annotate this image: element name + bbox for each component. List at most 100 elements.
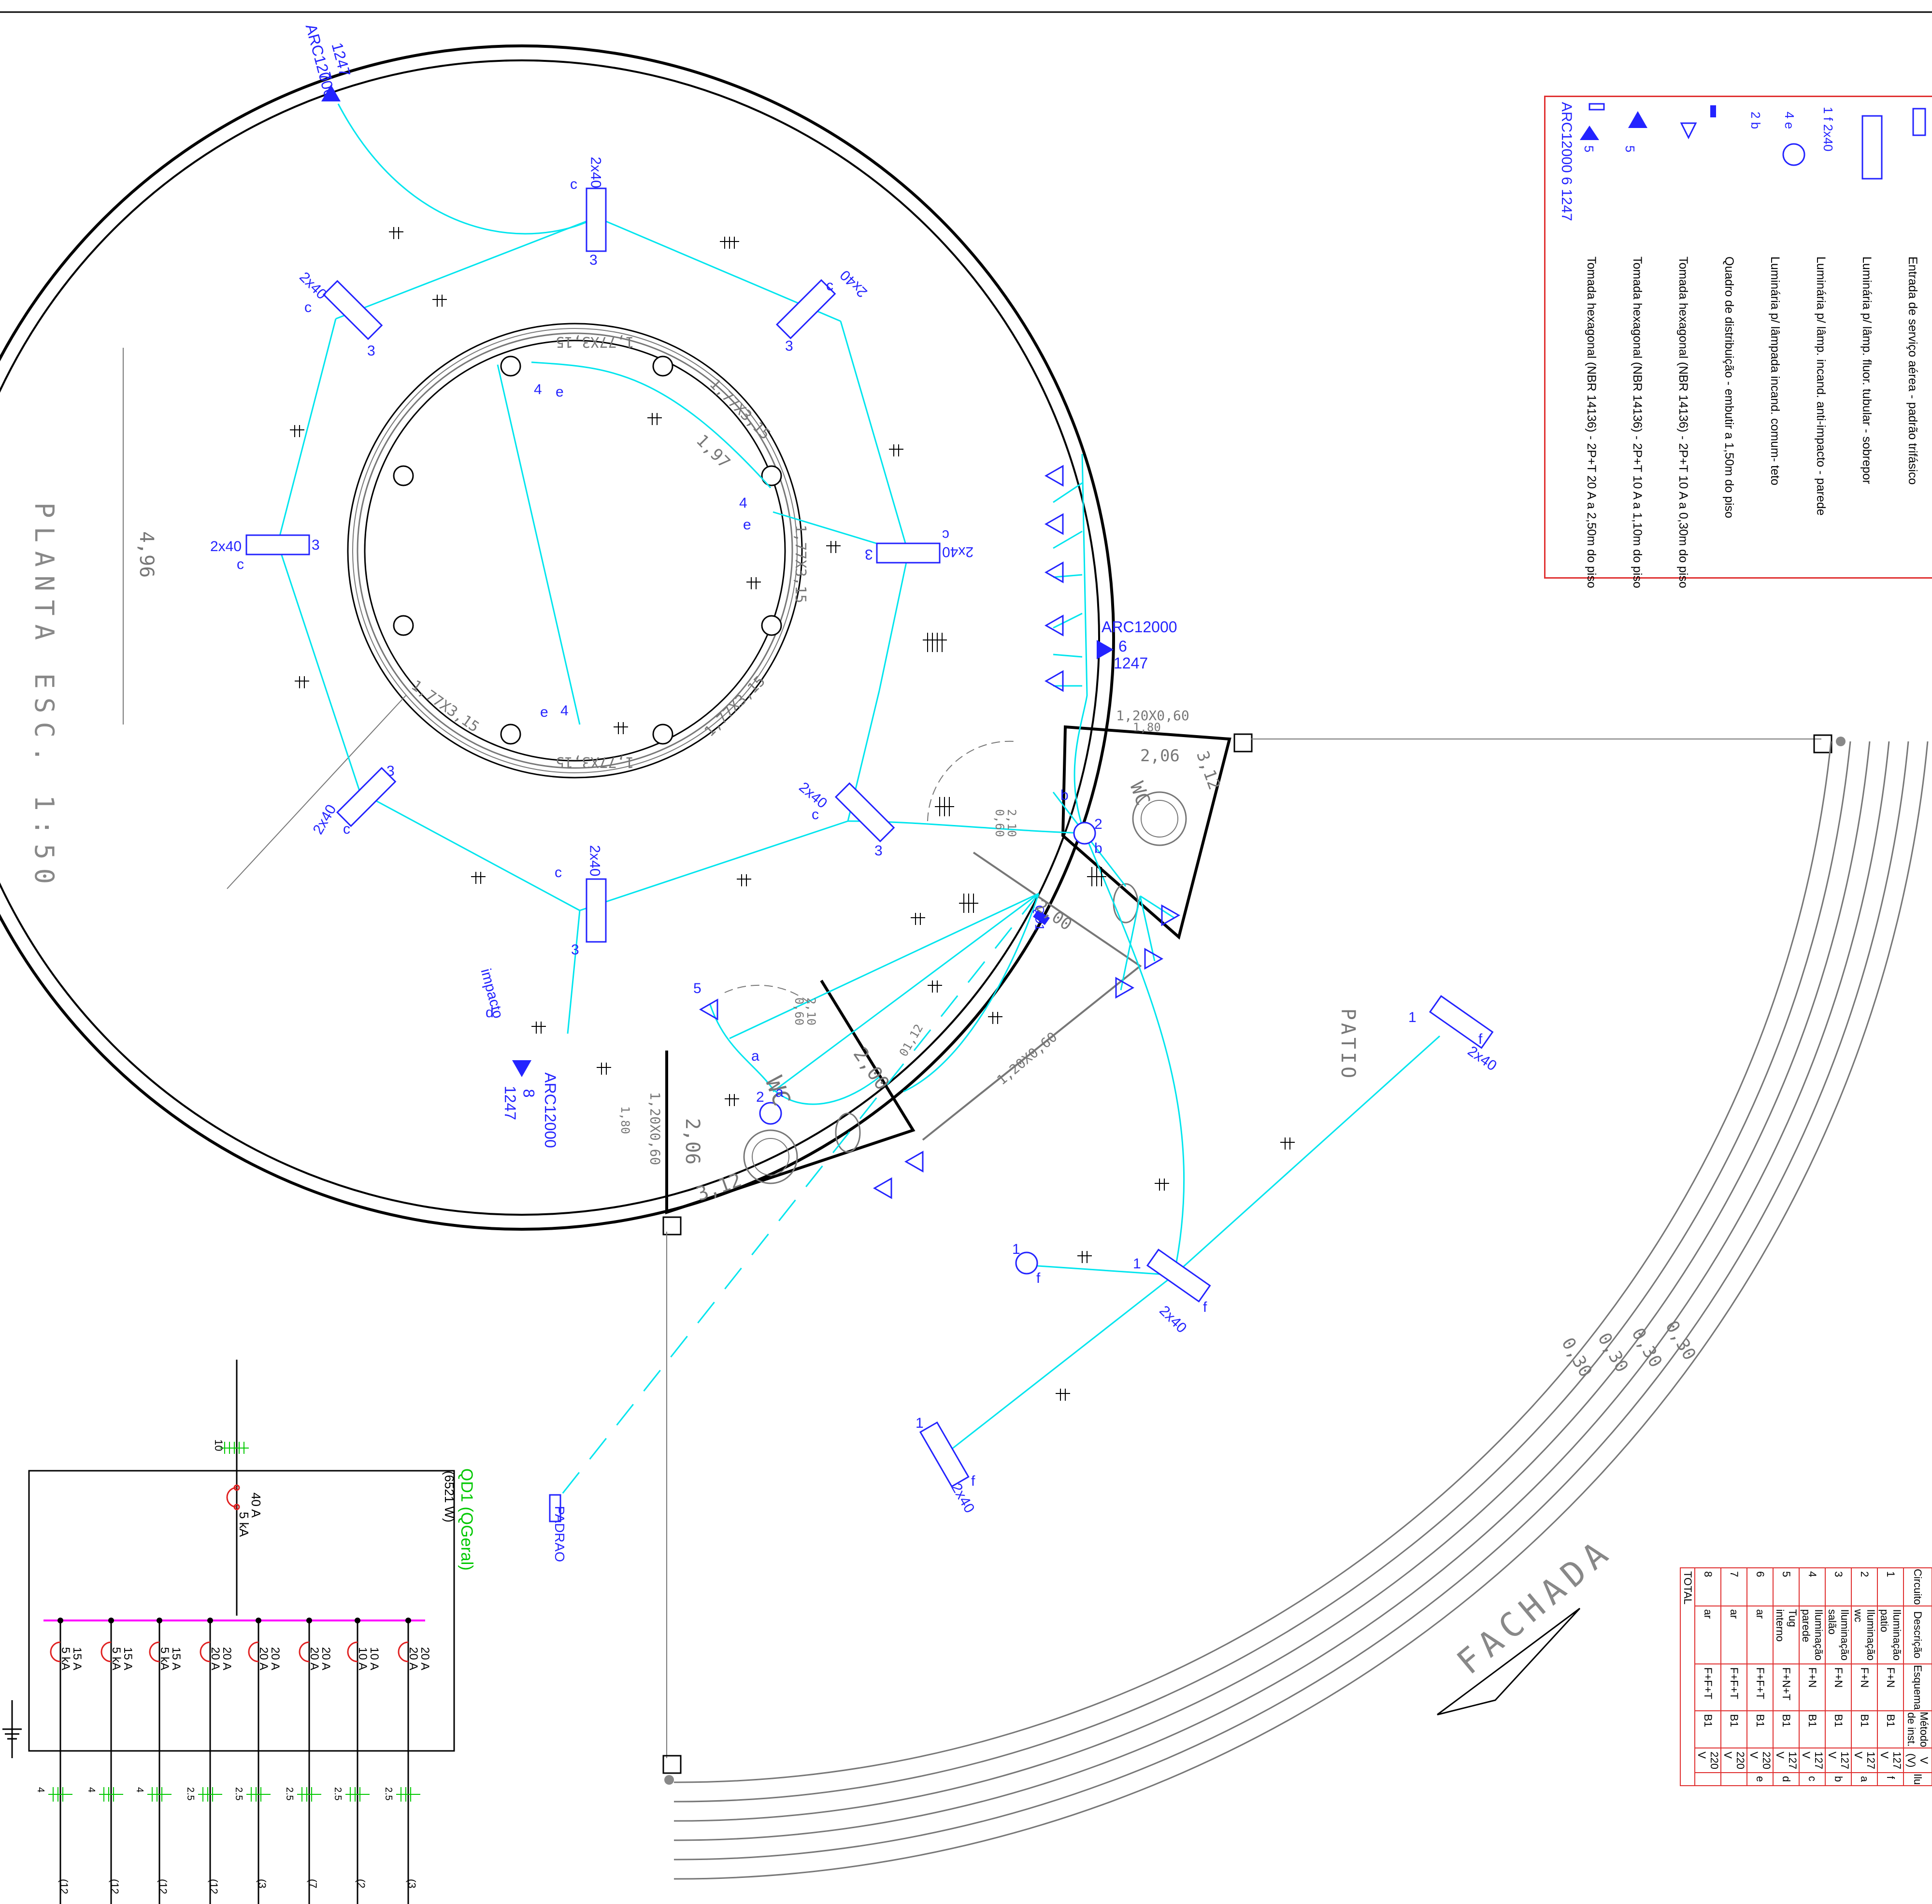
four-label: 4 <box>534 382 542 398</box>
luminaire-label: 2x40 <box>210 539 242 554</box>
cell-esquema: F+N <box>1851 1663 1877 1711</box>
dim-060a: 0,60 <box>992 809 1006 837</box>
dim-177a: 1,77X3,15 <box>556 333 634 350</box>
branch-ka: 20 A <box>308 1647 321 1671</box>
branch-wire-mark <box>198 1787 222 1802</box>
branch-code: (3 <box>256 1879 268 1889</box>
branch-section: 2.5 <box>383 1787 394 1801</box>
cell-metodo: B1 <box>1825 1710 1851 1748</box>
cell-circuito: 5 <box>1773 1568 1799 1606</box>
cell-circuito: 8 <box>1695 1568 1721 1606</box>
arc-power: 1247 <box>501 1085 519 1121</box>
branch-ka: 5 kA <box>158 1647 171 1671</box>
plan-title: PLANTA ESC. 1:50 <box>29 502 59 893</box>
cell-descricao: Tug interno <box>1773 1606 1799 1664</box>
branch-breaker <box>50 1641 61 1662</box>
panel-power: (6521 W) <box>442 1471 457 1522</box>
luminaire-letter: c <box>343 821 350 837</box>
luminaire-circuit: 3 <box>571 942 579 958</box>
branch-ka: 5 kA <box>110 1647 123 1671</box>
branch-node <box>355 1618 360 1623</box>
branch-node <box>207 1618 213 1623</box>
legend-item: Tomada hexagonal (NBR 14136) - 2P+T 10 A… <box>1631 256 1644 588</box>
dim-120a: 1,20X0,60 <box>1116 708 1189 724</box>
cell-esquema: F+F+T <box>1721 1663 1747 1711</box>
luminaire-circuit: 3 <box>386 763 395 779</box>
luminaire-circuit: 3 <box>865 546 873 562</box>
cell-esquema: F+F+T <box>1747 1663 1773 1711</box>
cell-circuito: 6 <box>1747 1568 1773 1606</box>
branch-rating: 10 A <box>368 1647 381 1671</box>
branch-code: (12 <box>58 1879 70 1894</box>
branch-rating: 20 A <box>220 1647 233 1671</box>
main-hall-walls <box>0 44 1115 1231</box>
header-metodo: Método de inst. <box>1903 1710 1932 1748</box>
five-label: 5 <box>693 980 701 996</box>
branch-code: (3 <box>406 1879 418 1889</box>
branch-ka: 5 kA <box>59 1647 72 1671</box>
branch-wire-mark <box>48 1787 72 1802</box>
b-label: b <box>1094 840 1102 856</box>
cell-circuito: 1 <box>1877 1568 1903 1606</box>
cell-esquema: F+F+T <box>1695 1663 1721 1711</box>
cell-metodo: B1 <box>1877 1710 1903 1748</box>
legend-item: Tomada hexagonal (NBR 14136) - 2P+T 20 A… <box>1585 256 1598 588</box>
luminaire-letter: c <box>570 176 577 192</box>
cell-metodo: B1 <box>1721 1710 1747 1748</box>
cell-letter: f <box>1877 1773 1903 1786</box>
legend-item: Quadro de distribuição - embutir a 1,50m… <box>1722 256 1736 518</box>
legend-symbol-text: 4 e <box>1782 112 1797 129</box>
luminaire-circuit: 1 <box>1408 1009 1417 1025</box>
circuit-table-header: Circuito Descrição Esquema Método de ins… <box>1903 1568 1932 1786</box>
branch-wire-mark <box>147 1787 172 1802</box>
legend-list: Entrada de serviço aérea - padrão trifás… <box>1555 256 1922 682</box>
cell-descricao: Iluminação salão <box>1825 1606 1851 1664</box>
luminaire-circuit: 1 <box>916 1415 924 1431</box>
legend-symbol-text: ARC12000 6 1247 <box>1559 102 1574 221</box>
cell-metodo: B1 <box>1747 1710 1773 1748</box>
dim-206b: 2,06 <box>681 1118 704 1165</box>
table-row: 8 ar F+F+T B1 220 V <box>1695 1568 1721 1786</box>
luminaire-letter: c <box>942 527 949 543</box>
branch-wire-mark <box>396 1787 420 1802</box>
luminaire-letter: f <box>971 1473 975 1489</box>
cell-letter <box>1721 1773 1747 1786</box>
branch-code: (12 <box>109 1879 121 1894</box>
feeder-section: 10 <box>213 1439 225 1451</box>
header-descricao: Descrição <box>1903 1606 1932 1664</box>
branch-node <box>405 1618 411 1623</box>
cell-metodo: B1 <box>1799 1710 1825 1748</box>
dim-120b: 1,20X0,60 <box>647 1092 663 1165</box>
legend-item: Tomada hexagonal (NBR 14136) - 2P+T 10 A… <box>1676 256 1690 588</box>
branch-rating: 20 A <box>319 1647 332 1671</box>
legend-box: Entrada de serviço aérea - padrão trifás… <box>1544 96 1932 588</box>
cell-descricao: Iluminação wc <box>1851 1606 1877 1664</box>
cell-letter: a <box>1851 1773 1877 1786</box>
branch-rating: 20 A <box>418 1647 431 1671</box>
cell-letter: e <box>1747 1773 1773 1786</box>
dim-496: 4,96 <box>135 531 158 578</box>
cell-circuito: 4 <box>1799 1568 1825 1606</box>
table-row: 7 ar F+F+T B1 220 V <box>1721 1568 1747 1786</box>
legend-symbol-text: 5 <box>1623 145 1637 153</box>
branch-node <box>57 1618 63 1623</box>
branch-section: 2.5 <box>284 1787 295 1801</box>
cell-tensao: 127 V <box>1799 1748 1825 1773</box>
cell-esquema: F+N <box>1799 1663 1825 1711</box>
header-esquema: Esquema <box>1903 1663 1932 1711</box>
branch-breaker <box>299 1641 310 1662</box>
e-label: e <box>540 704 548 720</box>
branch-section: 4 <box>134 1787 145 1793</box>
panel-branch-lines <box>48 1618 420 1904</box>
branch-breaker <box>398 1641 409 1662</box>
dim-177e: 1,77X3,15 <box>556 753 634 770</box>
luminaire-letter: c <box>237 556 244 572</box>
branch-breaker <box>149 1641 160 1662</box>
cell-metodo: B1 <box>1695 1710 1721 1748</box>
luminaire-letter: c <box>555 865 562 881</box>
cell-esquema: F+N <box>1877 1663 1903 1711</box>
cell-descricao: ar <box>1721 1606 1747 1664</box>
